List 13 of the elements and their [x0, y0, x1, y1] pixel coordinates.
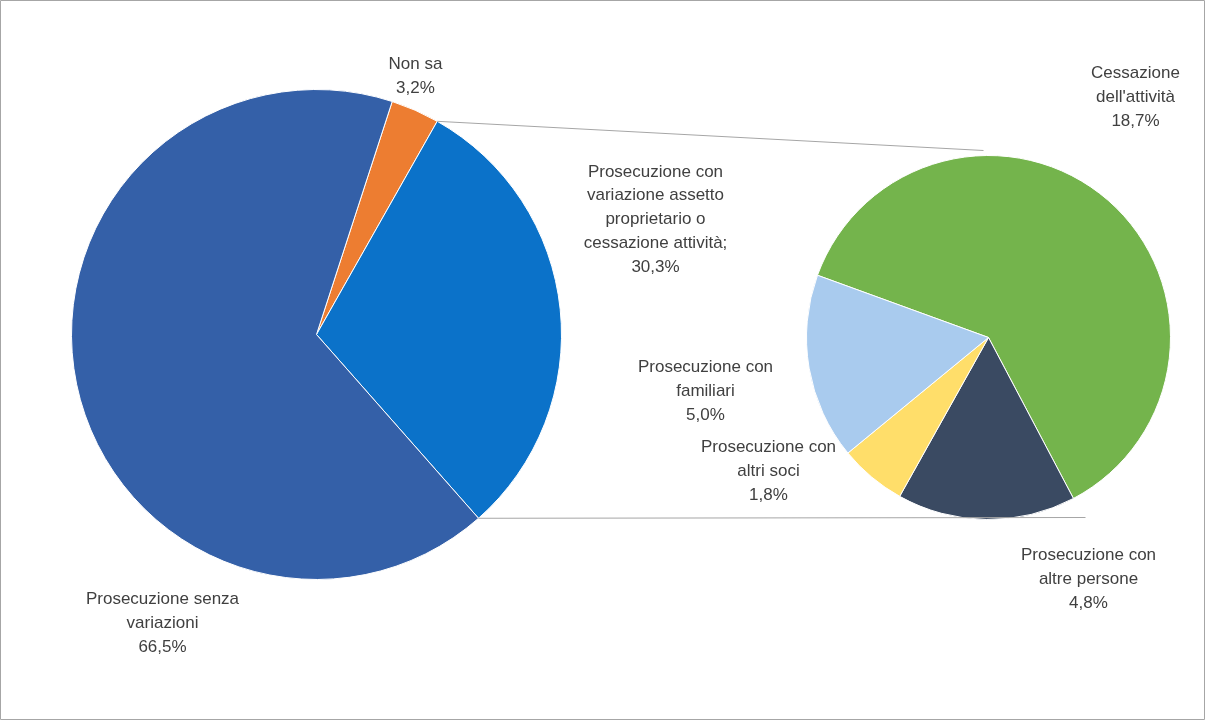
data-label: 66,5%	[138, 636, 187, 656]
slice-label: Prosecuzione con variazione assetto proprietario o cessazione attività; 30,3%	[583, 161, 728, 276]
data-label: 3,2%	[396, 77, 435, 97]
data-label: 1,8%	[749, 484, 788, 504]
slice-label: Prosecuzione con familiari	[637, 357, 774, 400]
slice-label: Prosecuzione con altri soci	[700, 437, 837, 480]
data-label: 5,0%	[686, 404, 725, 424]
slice-label: Cessazione dell'attività	[1091, 63, 1180, 106]
slice-label: Prosecuzione senza variazioni	[85, 589, 240, 632]
data-label: 4,8%	[1069, 592, 1108, 612]
slice-label: Non sa	[388, 54, 443, 74]
data-label: 18,7%	[1111, 110, 1160, 130]
slice-label: Prosecuzione con altre persone	[1020, 545, 1157, 588]
